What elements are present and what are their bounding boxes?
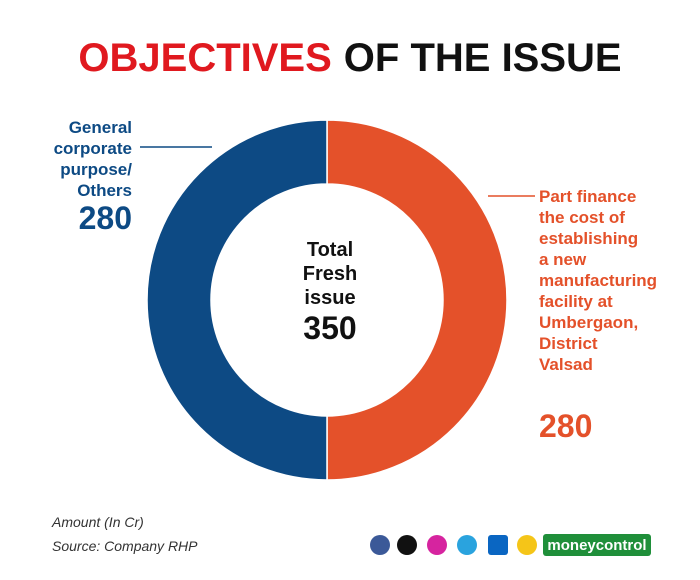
- center-label: Total Fresh issue: [302, 239, 358, 309]
- category-label: General corporate purpose/ Others: [53, 118, 132, 200]
- value-label: 280: [539, 408, 593, 444]
- center-value: 350: [303, 310, 357, 346]
- category-label: Part finance the cost of establishing a …: [539, 187, 658, 374]
- title-rest: OF THE ISSUE: [344, 36, 622, 80]
- note: Source: Company RHP: [52, 538, 198, 554]
- donut-segment: [326, 119, 508, 481]
- social-icons: [370, 534, 651, 556]
- title-highlight: OBJECTIVES: [78, 36, 331, 80]
- value-label: 280: [78, 200, 132, 236]
- donut-segment: [146, 119, 328, 481]
- chart-title: OBJECTIVES OF THE ISSUE: [78, 36, 621, 80]
- note: Amount (In Cr): [52, 514, 144, 530]
- brand: moneycontrol: [547, 537, 646, 554]
